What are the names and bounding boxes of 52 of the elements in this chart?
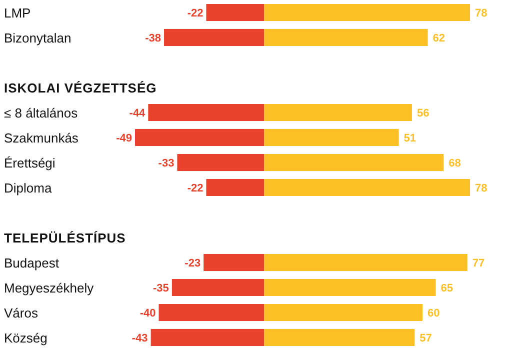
y-tick-label: Község (4, 330, 48, 346)
bar (264, 279, 436, 296)
data-label: 51 (404, 132, 416, 144)
data-label: -35 (153, 282, 169, 294)
bar (264, 29, 428, 46)
data-label: 65 (440, 282, 453, 294)
data-label: 57 (420, 332, 432, 344)
bar (164, 29, 264, 46)
y-tick-label: ISKOLAI VÉGZETTSÉG (4, 80, 157, 96)
bar (148, 104, 264, 121)
bar (264, 4, 470, 21)
data-label: -44 (129, 108, 146, 120)
data-label: 77 (472, 258, 485, 270)
bar (264, 254, 468, 271)
data-label: -22 (187, 8, 204, 20)
bar (172, 279, 264, 296)
y-tick-label: TELEPÜLÉSTÍPUS (4, 230, 126, 246)
y-tick-label: Megyeszékhely (4, 280, 94, 296)
data-label: -38 (145, 32, 162, 44)
y-tick-label: Budapest (4, 256, 60, 270)
bar (204, 254, 264, 271)
bar (177, 154, 264, 171)
data-label: -40 (140, 308, 156, 320)
data-label: -23 (184, 258, 201, 270)
data-label: 68 (448, 158, 461, 170)
bar (264, 329, 415, 346)
bar (264, 129, 399, 146)
y-tick-label: Szakmunkás (4, 130, 79, 146)
bar (264, 104, 412, 121)
y-tick-label: Diploma (4, 180, 52, 196)
bar (264, 179, 470, 196)
y-tick-label: Érettségi (4, 156, 56, 170)
data-label: 56 (416, 108, 430, 120)
y-tick-label: Bizonytalan (4, 30, 72, 46)
bar (206, 179, 264, 196)
bar (135, 129, 264, 146)
y-tick-label: ≤ 8 általános (4, 106, 78, 120)
data-label: -49 (116, 132, 132, 144)
data-label: 78 (475, 8, 488, 20)
y-tick-label: LMP (4, 6, 31, 20)
bar (206, 4, 264, 21)
y-tick-label: Város (4, 306, 38, 320)
bar (158, 304, 264, 321)
data-label: -33 (158, 158, 174, 170)
bar (264, 304, 423, 321)
data-label: -22 (187, 182, 204, 194)
data-label: 78 (475, 182, 488, 194)
data-label: -43 (132, 332, 148, 344)
data-label: 62 (432, 32, 446, 44)
bar (150, 329, 264, 346)
data-label: 60 (428, 308, 440, 320)
bar (264, 154, 444, 171)
